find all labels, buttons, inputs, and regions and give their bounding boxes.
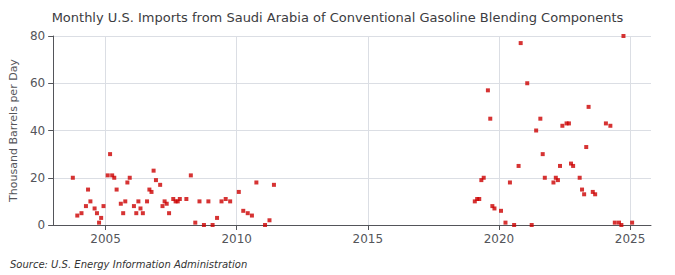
svg-text:60: 60 — [30, 76, 45, 90]
svg-text:40: 40 — [30, 124, 45, 138]
svg-text:Source: U.S. Energy Informatio: Source: U.S. Energy Information Administ… — [10, 259, 247, 270]
svg-text:Monthly U.S. Imports from Saud: Monthly U.S. Imports from Saudi Arabia o… — [52, 10, 624, 25]
svg-text:80: 80 — [30, 29, 45, 43]
svg-text:2020: 2020 — [484, 232, 515, 246]
svg-text:20: 20 — [30, 171, 45, 185]
svg-text:2015: 2015 — [353, 232, 384, 246]
svg-text:2005: 2005 — [90, 232, 121, 246]
svg-text:0: 0 — [38, 218, 46, 232]
svg-text:Thousand Barrels per Day: Thousand Barrels per Day — [7, 59, 20, 203]
svg-text:2010: 2010 — [221, 232, 252, 246]
svg-text:2025: 2025 — [615, 232, 646, 246]
